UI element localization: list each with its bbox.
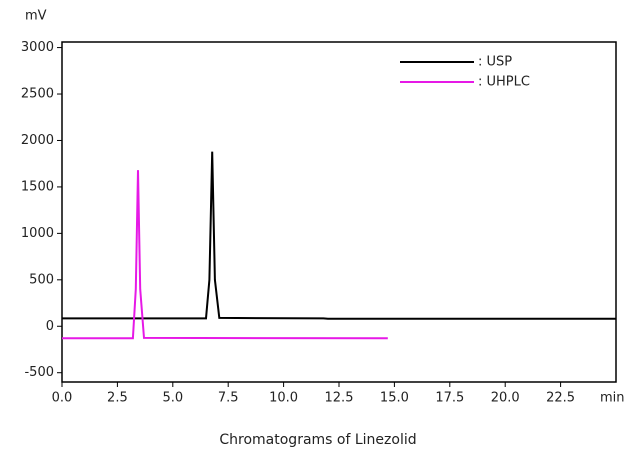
y-tick-label: 2500: [21, 87, 54, 102]
x-tick-label: 2.5: [107, 391, 128, 406]
y-tick-label: 0: [46, 319, 54, 334]
plot-frame: [61, 41, 617, 383]
y-tick-label: 1500: [21, 179, 54, 194]
x-tick-label: 0.0: [52, 391, 73, 406]
x-unit: min: [600, 391, 625, 406]
x-tick-label: 20.0: [491, 391, 520, 406]
x-tick-label: 10.0: [269, 391, 298, 406]
y-tick-label: 1000: [21, 226, 54, 241]
x-tick-label: 5.0: [162, 391, 183, 406]
y-tick-label: 500: [29, 272, 54, 287]
series-line: [62, 170, 388, 340]
y-tick-label: -500: [24, 365, 54, 380]
x-tick-label: 7.5: [218, 391, 239, 406]
x-tick-label: 17.5: [435, 391, 464, 406]
series-line: [62, 151, 616, 320]
x-tick-label: 15.0: [380, 391, 409, 406]
x-tick-label: 22.5: [546, 391, 575, 406]
y-unit: mV: [25, 9, 47, 24]
x-axis-title: Chromatograms of Linezolid: [219, 432, 416, 448]
legend-label: : USP: [478, 55, 512, 70]
y-tick-label: 2000: [21, 133, 54, 148]
x-tick-label: 12.5: [325, 391, 354, 406]
y-tick-label: 3000: [21, 40, 54, 55]
legend-label: : UHPLC: [478, 75, 530, 90]
